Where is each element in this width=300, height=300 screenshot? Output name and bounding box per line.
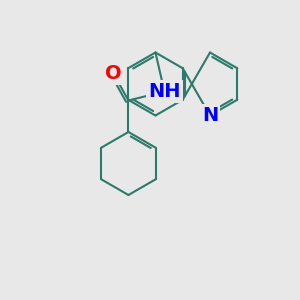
Text: NH: NH — [148, 82, 181, 101]
Text: N: N — [202, 106, 218, 125]
Text: O: O — [105, 64, 122, 83]
